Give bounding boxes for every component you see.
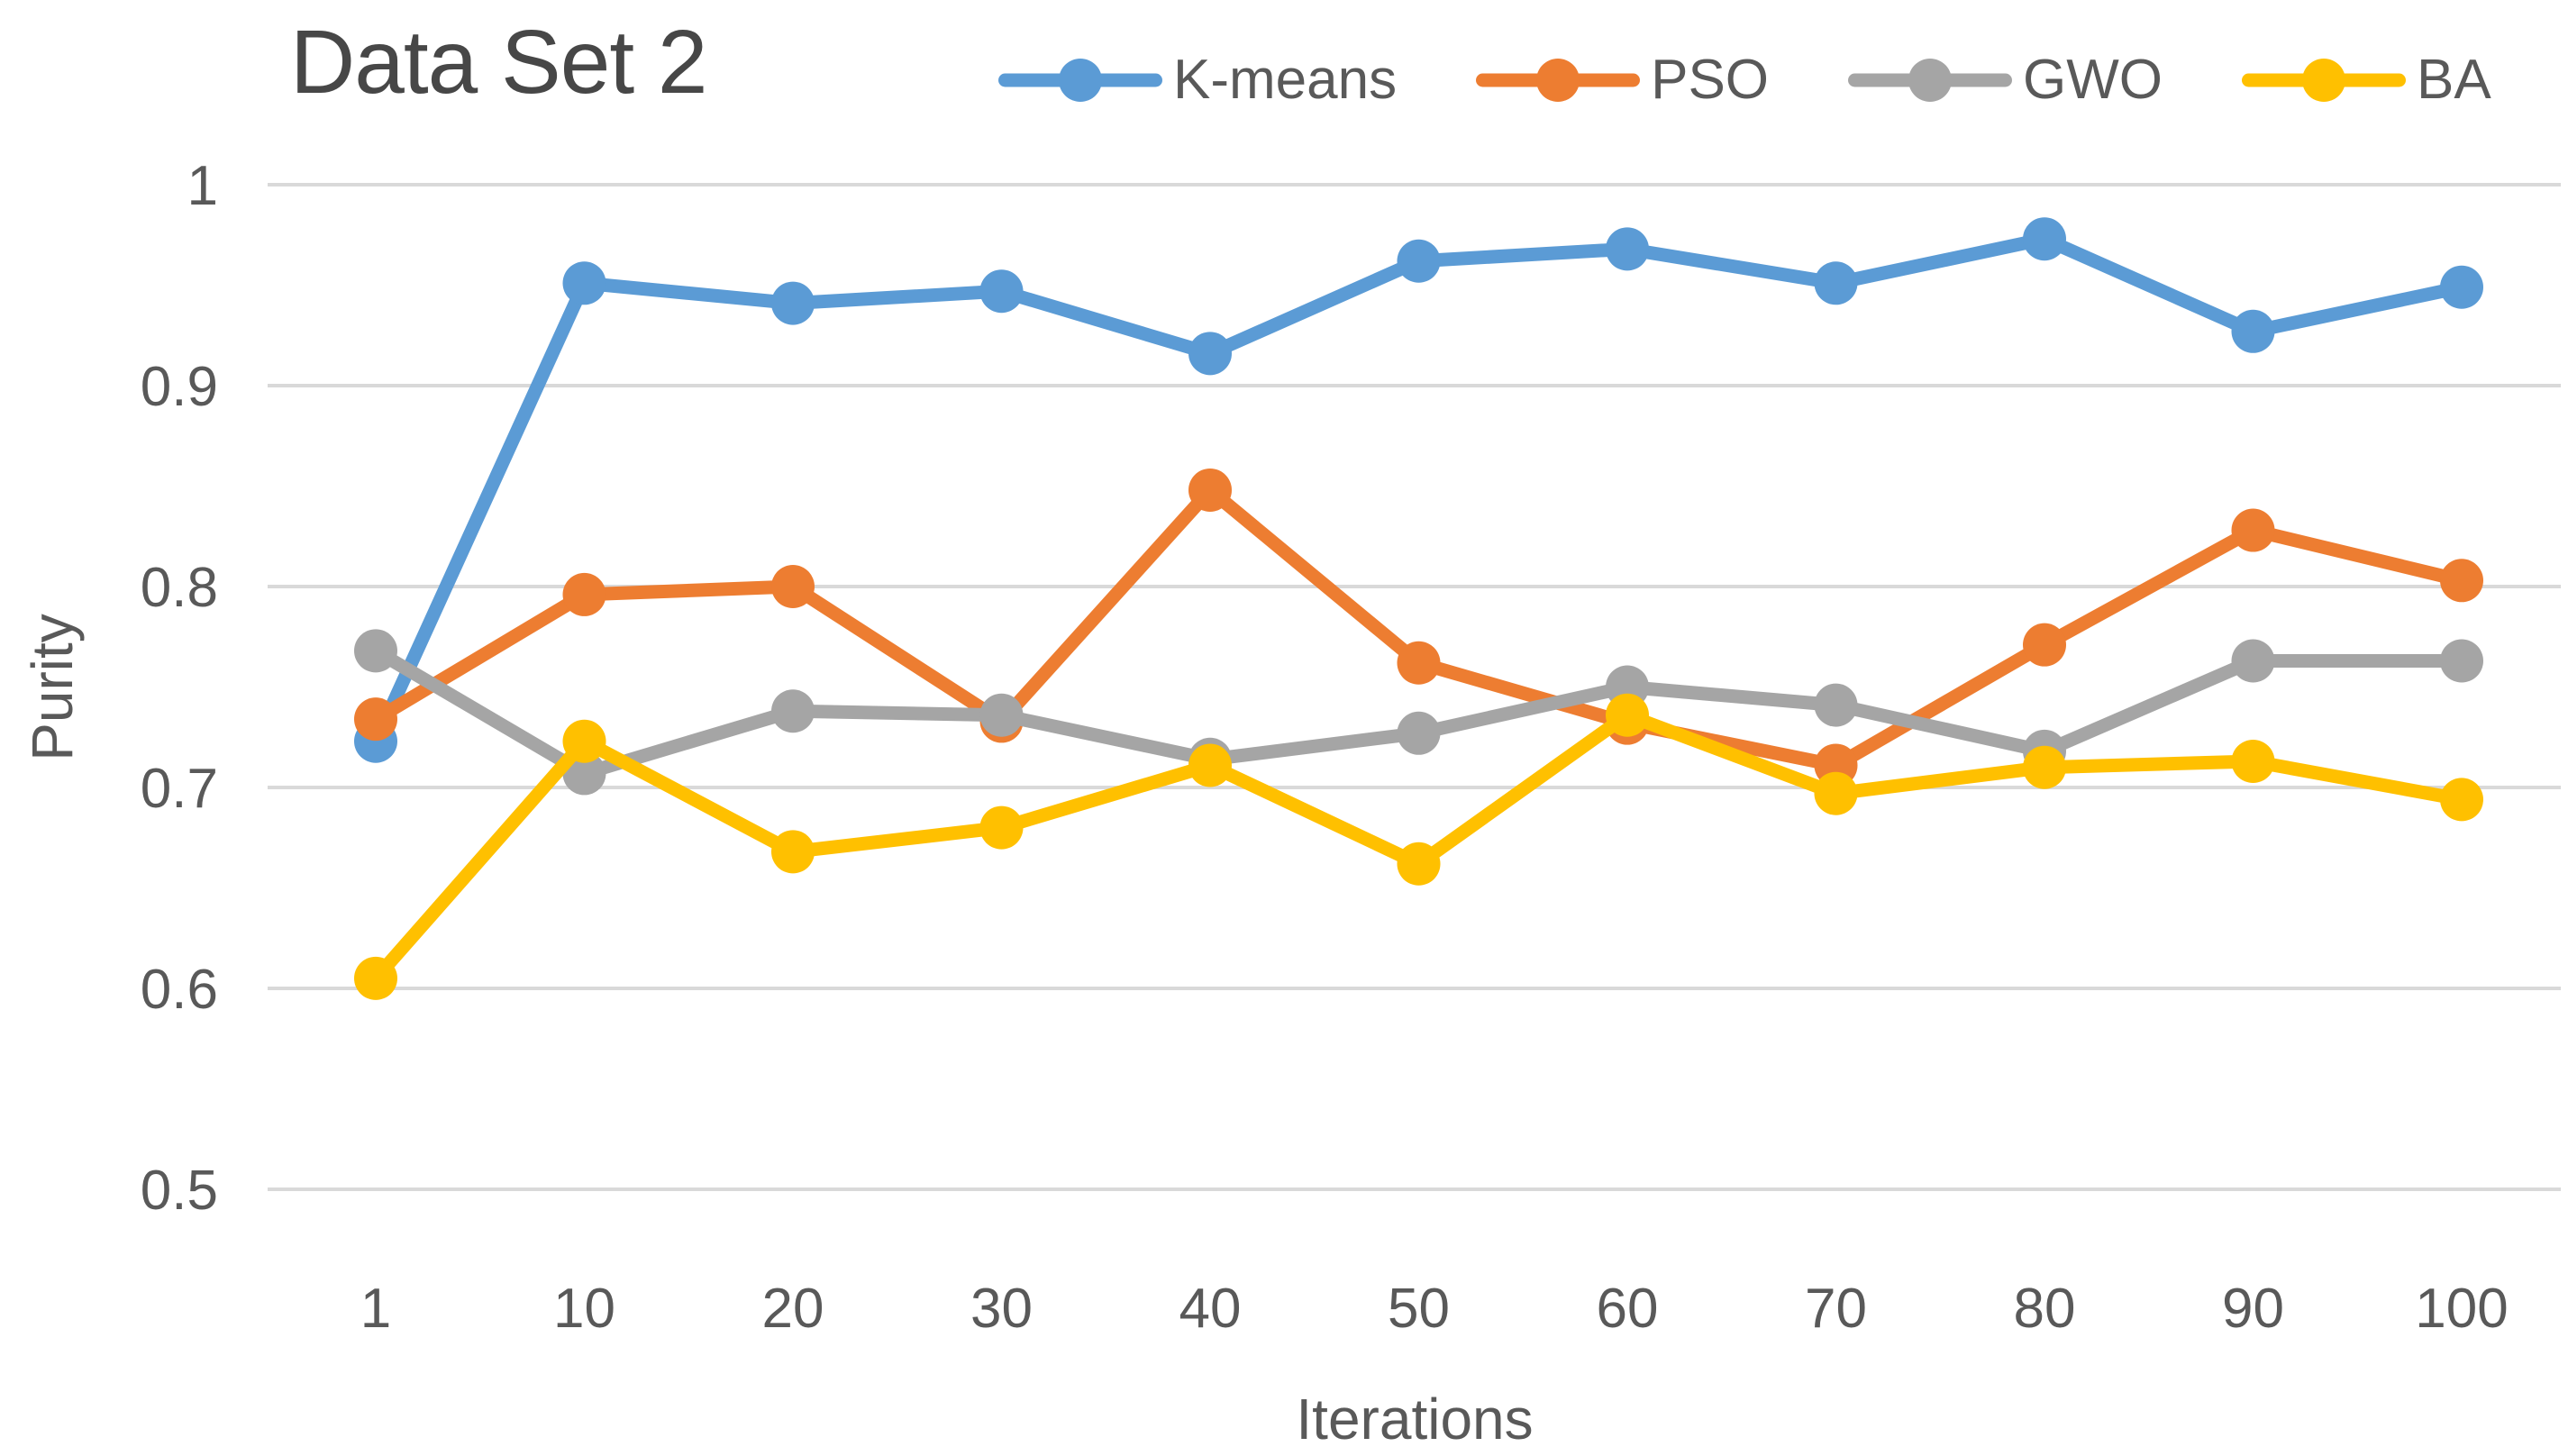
x-tick-label: 80 xyxy=(2014,1278,2076,1340)
data-point-k-means xyxy=(1606,227,1649,271)
x-tick-label: 90 xyxy=(2222,1278,2284,1340)
x-tick-label: 1 xyxy=(360,1278,391,1340)
y-tick-label: 0.7 xyxy=(141,758,218,820)
data-point-gwo xyxy=(2440,639,2483,683)
data-point-ba xyxy=(2231,740,2275,784)
data-point-k-means xyxy=(979,269,1024,314)
x-tick-label: 100 xyxy=(2415,1278,2508,1340)
data-point-pso xyxy=(354,697,397,742)
data-point-pso xyxy=(2231,508,2275,552)
y-axis-title: Purity xyxy=(20,614,85,761)
y-tick-label: 0.6 xyxy=(141,959,218,1021)
data-point-ba xyxy=(562,719,606,763)
x-tick-label: 10 xyxy=(553,1278,615,1340)
legend-item-gwo: GWO xyxy=(1848,52,2163,108)
legend-item-k-means: K-means xyxy=(998,52,1397,108)
legend-marker-icon xyxy=(1848,58,2013,103)
data-point-ba xyxy=(1188,743,1232,787)
legend-marker-icon xyxy=(998,58,1162,103)
data-point-gwo xyxy=(771,689,815,733)
y-tick-label: 0.9 xyxy=(141,356,218,418)
legend-marker-icon xyxy=(1476,58,1641,103)
legend-item-ba: BA xyxy=(2242,52,2491,108)
data-point-gwo xyxy=(1397,711,1441,755)
legend-label: BA xyxy=(2417,49,2491,111)
data-point-k-means xyxy=(1188,332,1232,376)
y-tick-label: 0.8 xyxy=(141,557,218,619)
x-tick-label: 40 xyxy=(1179,1278,1242,1340)
data-point-pso xyxy=(1397,641,1441,685)
x-tick-label: 60 xyxy=(1597,1278,1659,1340)
data-point-pso xyxy=(562,572,606,616)
data-point-ba xyxy=(1606,693,1649,737)
x-axis-title: Iterations xyxy=(1296,1387,1534,1451)
data-point-ba xyxy=(979,805,1024,850)
data-point-pso xyxy=(771,565,815,608)
y-tick-label: 1 xyxy=(187,155,218,217)
data-point-pso xyxy=(2023,623,2066,667)
legend-label: PSO xyxy=(1651,49,1770,111)
data-point-ba xyxy=(1814,771,1858,815)
data-point-gwo xyxy=(1814,683,1858,727)
data-point-k-means xyxy=(562,261,606,305)
data-point-k-means xyxy=(2231,309,2275,353)
data-point-k-means xyxy=(2023,217,2066,261)
x-tick-label: 30 xyxy=(970,1278,1033,1340)
data-point-gwo xyxy=(2231,639,2275,683)
data-point-ba xyxy=(1397,842,1441,886)
data-point-k-means xyxy=(1814,261,1858,305)
x-tick-label: 20 xyxy=(762,1278,824,1340)
data-point-ba xyxy=(354,956,397,1000)
legend-marker-icon xyxy=(2242,58,2407,103)
legend-item-pso: PSO xyxy=(1476,52,1769,108)
data-point-k-means xyxy=(2440,265,2483,309)
data-point-ba xyxy=(2023,745,2066,789)
y-tick-label: 0.5 xyxy=(141,1160,218,1222)
legend: K-means PSO GWO BA xyxy=(998,31,2491,130)
legend-label: GWO xyxy=(2023,49,2163,111)
data-point-ba xyxy=(2440,778,2483,822)
x-tick-label: 70 xyxy=(1805,1278,1867,1340)
data-point-k-means xyxy=(1397,239,1441,283)
data-point-pso xyxy=(1188,468,1232,512)
data-point-gwo xyxy=(979,693,1024,737)
legend-label: K-means xyxy=(1173,49,1398,111)
chart-title: Data Set 2 xyxy=(290,12,708,113)
x-tick-label: 50 xyxy=(1388,1278,1450,1340)
data-point-ba xyxy=(771,830,815,874)
data-point-k-means xyxy=(771,281,815,325)
data-point-gwo xyxy=(354,629,397,673)
data-point-pso xyxy=(2440,559,2483,603)
